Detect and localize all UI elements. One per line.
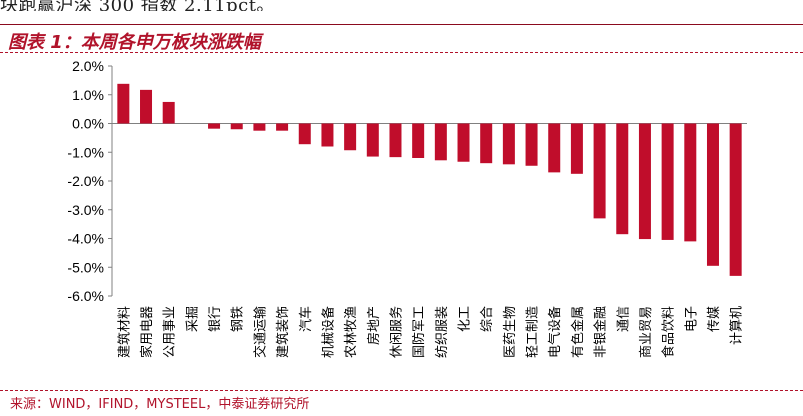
x-category-label: 农林牧渔: [344, 306, 359, 358]
bar: [593, 123, 606, 219]
bar: [434, 123, 447, 161]
bar: [230, 123, 243, 130]
bar: [344, 123, 357, 151]
figure-title: 图表 1：本周各申万板块涨跌幅: [8, 32, 261, 53]
x-category-label: 家用电器: [139, 306, 155, 358]
bar: [638, 123, 651, 240]
x-category-label: 综合: [480, 306, 495, 332]
bar: [502, 123, 515, 165]
y-tick-label: -1.0%: [67, 144, 104, 160]
x-category-label: 纺织服装: [435, 306, 450, 358]
y-tick-label: 0.0%: [72, 116, 104, 132]
x-category-label: 房地产: [366, 306, 382, 345]
x-category-label: 休闲服务: [388, 306, 404, 358]
bar: [253, 123, 266, 131]
x-category-label: 商业贸易: [639, 306, 654, 358]
preceding-text-fragment: 块跑赢沪深 300 指数 2.11pct。: [0, 0, 275, 11]
y-tick-label: -4.0%: [67, 231, 104, 247]
source-note: 来源：WIND，IFIND，MYSTEEL，中泰证券研究所: [10, 397, 310, 412]
bar: [729, 123, 742, 276]
x-category-label: 采掘: [185, 306, 200, 332]
bar: [570, 123, 583, 174]
bar: [548, 123, 561, 173]
bar: [480, 123, 493, 164]
bar: [117, 83, 130, 124]
y-tick-label: 2.0%: [72, 58, 104, 74]
bar: [525, 123, 538, 166]
bar: [208, 123, 221, 129]
x-category-label: 钢铁: [231, 306, 246, 332]
x-category-label: 建筑装饰: [275, 306, 291, 358]
bar: [162, 101, 175, 124]
y-tick-label: -3.0%: [67, 202, 104, 218]
y-axis: 2.0% 1.0% 0.0% -1.0% -2.0% -3.0% -4.0% -5.0% -6.…: [67, 58, 747, 304]
x-category-label: 医药生物: [503, 306, 518, 358]
x-category-label: 通信: [616, 306, 631, 332]
x-category-label: 国防军工: [411, 306, 427, 358]
bar-series: [117, 83, 742, 276]
bar: [389, 123, 402, 158]
figure-header: 图表 1：本周各申万板块涨跌幅: [0, 24, 803, 55]
bar: [366, 123, 379, 157]
bar: [412, 123, 425, 158]
source-divider: [0, 390, 803, 391]
x-category-label: 化工: [458, 306, 473, 332]
y-tick-label: -5.0%: [67, 259, 104, 275]
x-axis-labels: 建筑材料 家用电器 公用事业 采掘 银行 钢铁 交通运输 建筑装饰 汽车 机械设备 农林牧渔 房地产休…: [116, 306, 744, 358]
bar: [457, 123, 470, 162]
bar: [276, 123, 289, 131]
x-category-label: 有色金属: [570, 306, 586, 358]
x-category-label: 汽车: [298, 306, 314, 332]
figure-title-divider: [0, 52, 803, 53]
x-category-label: 电子: [684, 306, 699, 332]
bar: [616, 123, 629, 235]
x-category-label: 计算机: [730, 306, 745, 345]
x-category-label: 银行: [208, 306, 223, 332]
x-category-label: 公用事业: [163, 306, 178, 358]
x-category-label: 非银金融: [593, 306, 609, 358]
x-category-label: 电气设备: [547, 306, 563, 358]
x-category-label: 交通运输: [252, 306, 268, 358]
y-tick-label: 1.0%: [72, 87, 104, 103]
x-category-label: 传媒: [707, 306, 722, 332]
x-category-label: 轻工制造: [526, 306, 541, 358]
y-tick-label: -6.0%: [67, 288, 104, 304]
x-category-label: 建筑材料: [116, 306, 132, 358]
bar: [706, 123, 719, 266]
bar: [684, 123, 697, 242]
bar: [661, 123, 674, 240]
x-category-label: 食品饮料: [661, 306, 677, 358]
x-category-label: 机械设备: [320, 306, 336, 358]
bar: [140, 89, 153, 124]
bar: [321, 123, 334, 147]
bar: [298, 123, 311, 145]
y-tick-label: -2.0%: [67, 173, 104, 189]
